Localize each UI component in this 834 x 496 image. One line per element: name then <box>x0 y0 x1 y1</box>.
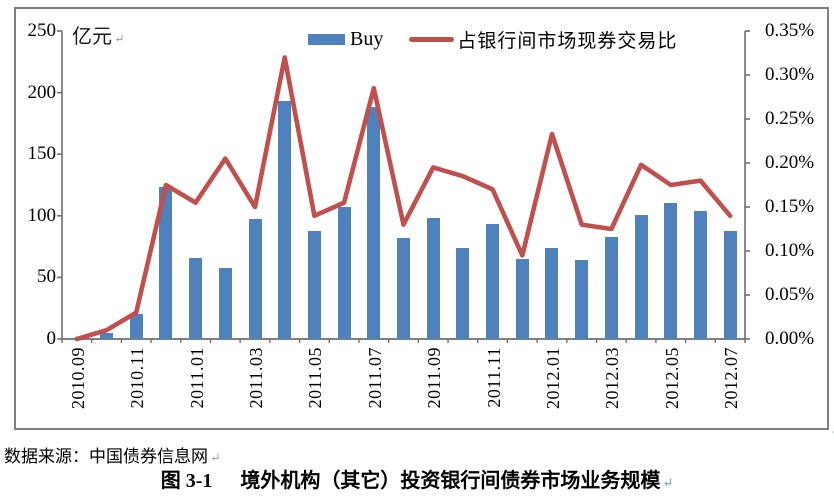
chart-legend: Buy 占银行间市场现券交易比 <box>308 26 677 53</box>
x-axis-label: 2010.11 <box>127 347 148 409</box>
y-axis-label-right: 0.35% <box>765 20 815 41</box>
figure-title: 境外机构（其它）投资银行间债券市场业务规模 <box>240 470 661 492</box>
axis-unit-text: 亿元 <box>72 26 112 48</box>
bar <box>159 187 173 339</box>
data-source-label: 数据来源：中国债券信息网 <box>4 447 208 466</box>
paragraph-mark-icon: ↵ <box>210 450 221 465</box>
data-source-text: 数据来源：中国债券信息网 ↵ <box>4 442 221 467</box>
y-axis-label-left: 0 <box>46 328 57 349</box>
y-axis-label-left: 50 <box>37 266 56 288</box>
legend-bar-swatch-icon <box>308 34 345 45</box>
y-axis-label-right: 0.05% <box>765 284 815 305</box>
legend-buy-label: Buy <box>350 28 384 50</box>
y-axis-label-right: 0.30% <box>765 64 815 85</box>
x-axis-label: 2010.09 <box>67 347 88 409</box>
y-axis-label-right: 0.25% <box>765 108 815 129</box>
chart-frame: 亿元 ↵ Buy 占银行间市场现券交易比 250 200 150 100 50 0 0.35%… <box>14 7 834 438</box>
bar <box>337 207 351 339</box>
x-axis-label: 2012.05 <box>661 347 682 409</box>
ratio-line <box>74 55 733 342</box>
bar <box>515 258 529 339</box>
y-axis-label-right: 0.15% <box>765 196 815 217</box>
bar <box>426 218 440 339</box>
y-axis-label-left: 200 <box>27 81 57 103</box>
paragraph-mark-icon: ↵ <box>114 31 125 46</box>
figure-caption: 图 3-1 境外机构（其它）投资银行间债券市场业务规模 ↵ <box>0 464 834 493</box>
x-axis-label: 2012.07 <box>721 347 742 409</box>
paragraph-mark-icon: ↵ <box>662 475 674 490</box>
x-axis-label: 2011.07 <box>364 347 385 409</box>
plot-area: 250 200 150 100 50 0 0.35% 0.30% 0.25% 0.20% 0.15%… <box>28 21 815 410</box>
figure-number: 图 3-1 <box>160 470 213 492</box>
bar <box>218 267 232 339</box>
legend-ratio-label: 占银行间市场现券交易比 <box>457 31 678 52</box>
bar <box>248 219 262 339</box>
bar <box>100 332 114 339</box>
bar <box>129 314 143 339</box>
bar <box>456 247 470 339</box>
x-axis-label: 2011.03 <box>246 347 267 409</box>
y-axis-label-right: 0.00% <box>765 328 815 349</box>
y-axis-label-left: 250 <box>27 20 57 41</box>
bar <box>367 107 381 339</box>
bar <box>693 210 707 339</box>
y-axis-label-right: 0.20% <box>765 152 815 173</box>
bar <box>634 214 648 339</box>
x-axis-label: 2011.01 <box>186 347 207 409</box>
y-axis-label-left: 150 <box>27 143 57 165</box>
bar <box>575 260 589 339</box>
bar <box>545 247 559 339</box>
bar <box>723 230 737 339</box>
x-axis-label: 2011.11 <box>483 347 504 408</box>
y-axis-label-left: 100 <box>27 204 57 226</box>
legend-line-swatch-icon <box>409 37 455 42</box>
bar <box>307 230 321 339</box>
bar <box>604 236 618 339</box>
y-axis-label-right: 0.10% <box>765 240 815 261</box>
x-axis-label: 2012.03 <box>602 347 623 409</box>
bar <box>664 203 678 339</box>
axes <box>57 30 750 343</box>
bar <box>189 257 203 339</box>
axis-unit-label: 亿元 ↵ <box>72 20 125 49</box>
bar <box>278 101 292 339</box>
bar <box>397 237 410 339</box>
x-axis-label: 2011.05 <box>305 347 326 409</box>
paragraph-mark-icon: ↵ <box>831 425 834 438</box>
x-axis-label: 2011.09 <box>424 347 445 409</box>
x-axis-label: 2012.01 <box>542 347 563 409</box>
bar <box>486 224 500 339</box>
